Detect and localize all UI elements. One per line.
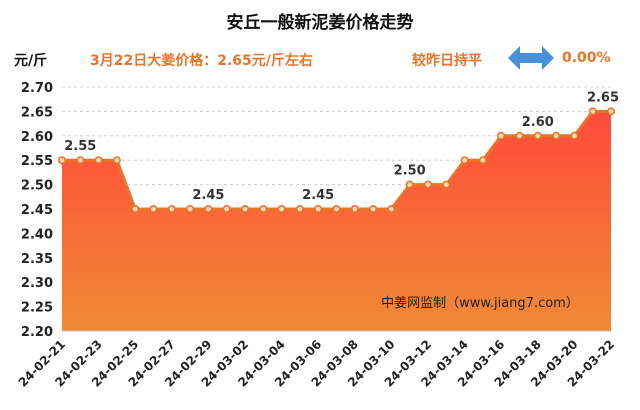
data-point: [533, 131, 542, 140]
data-point: [295, 205, 304, 214]
data-label: 2.45: [302, 188, 334, 203]
data-point: [57, 156, 66, 165]
data-point: [442, 180, 451, 189]
data-point: [552, 131, 561, 140]
data-point: [259, 205, 268, 214]
area-fill: [62, 111, 611, 332]
y-tick-label: 2.20: [21, 325, 53, 340]
data-point: [387, 205, 396, 214]
data-point: [478, 156, 487, 165]
data-point: [314, 205, 323, 214]
unit-label: 元/斤: [14, 53, 48, 69]
compare-text: 较昨日持平: [412, 53, 482, 69]
data-point: [570, 131, 579, 140]
data-label: 2.60: [522, 115, 554, 130]
y-tick-label: 2.50: [21, 179, 53, 194]
data-label: 2.65: [587, 90, 619, 105]
data-point: [350, 205, 359, 214]
y-tick-label: 2.70: [21, 81, 53, 96]
data-point: [204, 205, 213, 214]
data-label: 2.55: [64, 139, 96, 154]
data-point: [460, 156, 469, 165]
y-tick-label: 2.55: [21, 154, 53, 169]
data-point: [241, 205, 250, 214]
data-point: [131, 205, 140, 214]
data-point: [94, 156, 103, 165]
data-label: 2.45: [192, 188, 224, 203]
data-point: [515, 131, 524, 140]
y-tick-label: 2.25: [21, 301, 53, 316]
y-tick-label: 2.40: [21, 227, 53, 242]
change-percent: 0.00%: [562, 50, 611, 66]
data-point: [76, 156, 85, 165]
data-point: [497, 131, 506, 140]
data-point: [588, 107, 597, 116]
data-label: 2.50: [394, 164, 426, 179]
data-point: [167, 205, 176, 214]
double-arrow-icon: [508, 46, 554, 70]
data-point: [186, 205, 195, 214]
y-tick-label: 2.65: [21, 105, 53, 120]
data-point: [423, 180, 432, 189]
y-tick-label: 2.45: [21, 203, 53, 218]
price-note: 3月22日大姜价格：2.65元/斤左右: [90, 53, 313, 69]
chart-title: 安丘一般新泥姜价格走势: [226, 13, 414, 33]
data-point: [222, 205, 231, 214]
data-point: [112, 156, 121, 165]
data-point: [606, 107, 615, 116]
data-point: [405, 180, 414, 189]
y-tick-label: 2.30: [21, 276, 53, 291]
data-point: [369, 205, 378, 214]
y-tick-label: 2.60: [21, 130, 53, 145]
data-point: [332, 205, 341, 214]
watermark: 中姜网监制（www.jiang7.com）: [381, 296, 579, 311]
data-point: [277, 205, 286, 214]
data-point: [149, 205, 158, 214]
y-tick-label: 2.35: [21, 252, 53, 267]
